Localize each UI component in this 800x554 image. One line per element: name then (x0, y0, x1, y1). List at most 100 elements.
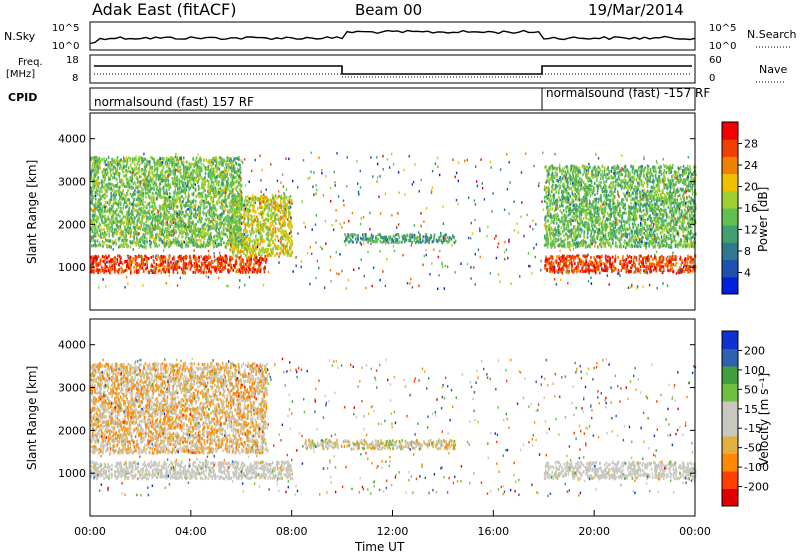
range-time-cell (195, 156, 198, 160)
range-time-cell (364, 233, 367, 237)
range-time-cell (182, 184, 184, 188)
range-time-cell (154, 228, 156, 231)
range-time-cell (246, 256, 248, 260)
range-time-cell (230, 257, 233, 261)
range-time-cell (160, 177, 163, 181)
range-time-cell (120, 206, 122, 210)
range-time-cell (343, 239, 346, 243)
range-time-cell (150, 197, 153, 201)
range-time-cell (95, 155, 97, 159)
range-time-cell (127, 213, 130, 217)
range-time-cell (370, 238, 373, 242)
range-time-cell (185, 195, 187, 199)
range-time-cell (218, 265, 220, 269)
beam-title: Beam 00 (355, 1, 422, 19)
range-time-cell (245, 262, 247, 266)
range-time-cell (195, 195, 198, 199)
range-time-cell (157, 209, 159, 213)
range-time-cell (182, 259, 185, 263)
range-time-cell (192, 193, 195, 197)
range-time-cell (170, 158, 173, 162)
range-time-cell (167, 261, 169, 265)
range-time-cell (257, 198, 259, 202)
range-time-cell (220, 260, 223, 263)
range-time-cell (235, 161, 237, 165)
range-time-cell (255, 229, 258, 233)
range-time-cell (226, 184, 228, 188)
range-time-cell (126, 214, 128, 217)
range-time-cell (165, 179, 168, 183)
range-time-cell (99, 202, 101, 206)
range-time-cell (129, 226, 131, 230)
range-time-cell (266, 204, 268, 208)
range-time-cell (215, 208, 218, 212)
range-time-cell (261, 257, 263, 261)
range-time-cell (138, 166, 140, 170)
range-time-cell (102, 244, 104, 248)
range-time-cell (281, 204, 283, 208)
range-time-cell (282, 249, 285, 253)
range-time-cell (226, 243, 228, 247)
range-time-cell (108, 269, 110, 273)
range-time-cell (282, 237, 284, 241)
range-time-cell (155, 191, 157, 195)
range-time-cell (282, 220, 284, 224)
range-time-cell (189, 254, 191, 258)
range-time-cell (237, 163, 240, 167)
range-time-cell (195, 188, 197, 192)
range-time-cell (138, 163, 141, 167)
range-time-cell (129, 182, 131, 186)
range-time-cell (121, 262, 124, 266)
range-time-cell (163, 203, 165, 207)
range-time-cell (231, 205, 233, 208)
range-time-cell (282, 231, 285, 235)
range-time-cell (199, 242, 202, 246)
range-time-cell (134, 182, 137, 186)
range-time-cell (154, 268, 156, 272)
range-time-cell (245, 254, 248, 257)
range-time-cell (193, 254, 195, 258)
range-time-cell (218, 200, 220, 204)
range-time-cell (234, 156, 237, 160)
range-time-cell (394, 240, 397, 244)
range-time-cell (122, 270, 125, 274)
range-time-cell (159, 170, 162, 174)
range-time-cell (271, 220, 273, 224)
range-time-cell (239, 165, 241, 169)
range-time-cell (181, 231, 183, 235)
range-time-cell (285, 235, 288, 239)
range-time-cell (180, 212, 183, 216)
range-time-cell (148, 174, 151, 178)
range-time-cell (104, 219, 107, 223)
range-time-cell (112, 235, 115, 238)
range-time-cell (236, 255, 238, 258)
range-time-cell (108, 264, 111, 268)
range-time-cell (221, 267, 223, 271)
range-time-cell (237, 174, 240, 178)
range-time-cell (183, 188, 186, 192)
range-time-cell (355, 237, 357, 241)
range-time-cell (407, 239, 410, 242)
range-time-cell (232, 200, 234, 203)
range-time-cell (219, 205, 222, 209)
range-time-cell (215, 271, 218, 274)
range-time-cell (129, 255, 132, 259)
range-time-cell (103, 180, 105, 184)
range-time-cell (236, 230, 238, 234)
range-time-cell (243, 262, 245, 265)
range-time-cell (263, 258, 266, 261)
range-time-cell (172, 196, 174, 200)
range-time-cell (273, 242, 276, 246)
range-time-cell (125, 200, 128, 204)
range-time-cell (114, 238, 117, 242)
range-time-cell (212, 194, 215, 198)
range-time-cell (207, 174, 210, 178)
range-time-cell (152, 259, 155, 262)
range-time-cell (229, 248, 232, 252)
range-time-cell (140, 209, 142, 213)
range-time-cell (208, 169, 210, 173)
range-time-cell (274, 238, 276, 242)
range-time-cell (90, 259, 92, 262)
range-time-cell (260, 200, 263, 204)
